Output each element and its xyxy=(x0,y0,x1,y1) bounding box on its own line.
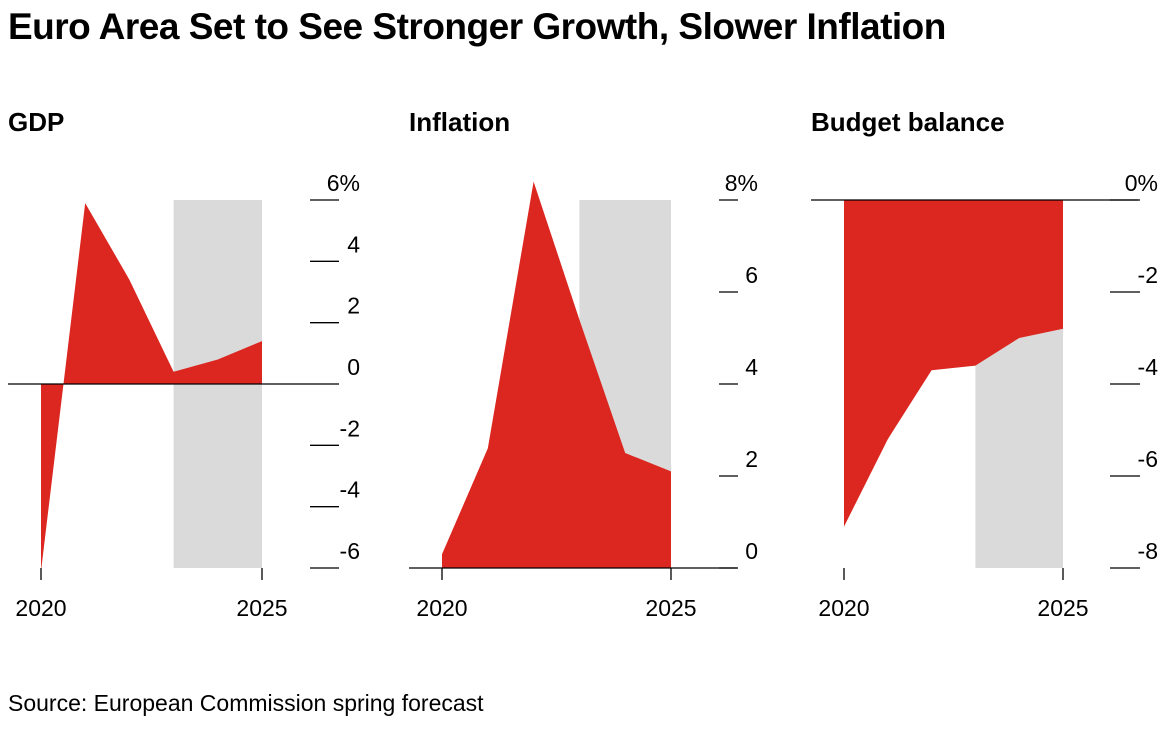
y-tick-label: 0% xyxy=(1125,170,1158,196)
chart-title: Euro Area Set to See Stronger Growth, Sl… xyxy=(8,6,946,47)
panel-title: GDP xyxy=(8,107,64,137)
y-tick-label: 0 xyxy=(745,538,758,564)
y-tick-label: 0 xyxy=(347,354,360,380)
panel-3: Budget balance 0% -2 -4 -6 -8 2020 2025 xyxy=(811,107,1158,621)
y-tick-label: -2 xyxy=(1138,262,1158,288)
y-tick-label: 4 xyxy=(745,354,758,380)
x-tick-label: 2020 xyxy=(15,595,66,621)
source-note: Source: European Commission spring forec… xyxy=(8,690,484,716)
x-tick-label: 2020 xyxy=(818,595,869,621)
x-tick-label: 2020 xyxy=(416,595,467,621)
panel-title: Inflation xyxy=(409,107,510,137)
y-tick-label: 6% xyxy=(327,170,360,196)
y-tick-label: -6 xyxy=(340,538,360,564)
panel-1: GDP 6% 4 2 0 -2 -4 -6 2020 2025 xyxy=(8,107,360,621)
y-tick-label: 4 xyxy=(347,231,360,257)
area-series xyxy=(442,181,671,568)
x-tick-label: 2025 xyxy=(645,595,696,621)
y-tick-label: -4 xyxy=(340,477,361,503)
x-tick-label: 2025 xyxy=(236,595,287,621)
y-tick-label: -8 xyxy=(1138,538,1158,564)
panel-title: Budget balance xyxy=(811,107,1005,137)
y-tick-label: 6 xyxy=(745,262,758,288)
x-tick-label: 2025 xyxy=(1037,595,1088,621)
y-tick-label: -4 xyxy=(1138,354,1159,380)
y-tick-label: 2 xyxy=(745,446,758,472)
y-tick-label: -6 xyxy=(1138,446,1158,472)
area-series xyxy=(41,203,262,572)
y-tick-label: 8% xyxy=(725,170,758,196)
y-tick-label: 2 xyxy=(347,293,360,319)
area-series xyxy=(844,200,1063,527)
y-tick-label: -2 xyxy=(340,415,360,441)
